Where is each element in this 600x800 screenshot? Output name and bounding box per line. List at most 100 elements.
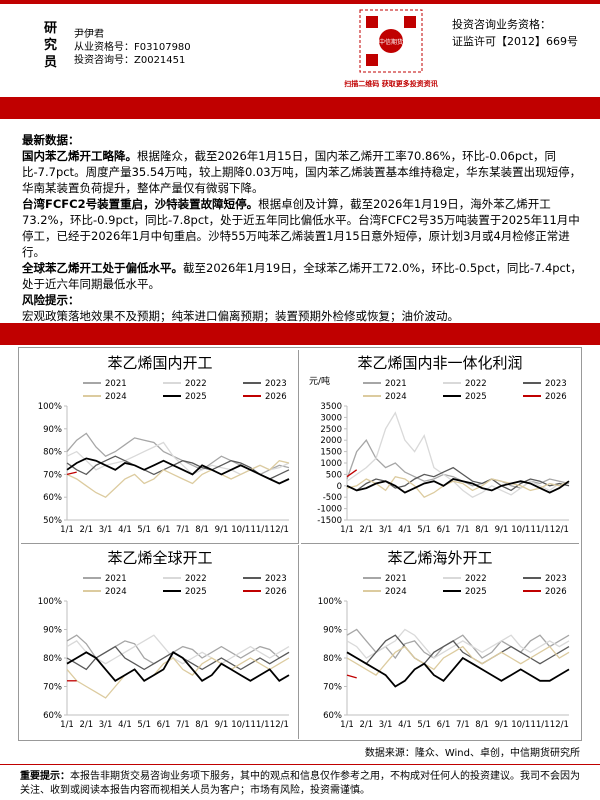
y-tick-label: 90% bbox=[43, 425, 62, 435]
role: 研究员 bbox=[44, 21, 58, 70]
x-tick-label: 5/1 bbox=[137, 720, 151, 730]
x-tick-label: 12/1 bbox=[270, 525, 289, 535]
x-tick-label: 4/1 bbox=[118, 525, 132, 535]
y-tick-label: 80% bbox=[323, 654, 342, 664]
legend-label: 2023 bbox=[265, 379, 287, 389]
paragraph: 台湾FCFC2号装置重启，沙特装置故障短停。根据卓创及计算，截至2026年1月1… bbox=[22, 196, 582, 260]
x-tick-label: 1/1 bbox=[340, 525, 354, 535]
x-tick-label: 7/1 bbox=[456, 720, 470, 730]
x-tick-label: 6/1 bbox=[437, 525, 451, 535]
paragraph: 全球苯乙烯开工处于偏低水平。截至2026年1月19日，全球苯乙烯开工72.0%，… bbox=[22, 260, 582, 292]
x-tick-label: 12/1 bbox=[550, 525, 569, 535]
x-tick-label: 2/1 bbox=[79, 525, 93, 535]
y-tick-label: 100% bbox=[38, 402, 62, 412]
qr-corner bbox=[404, 16, 416, 28]
series-line bbox=[346, 475, 570, 499]
series-line bbox=[346, 469, 358, 478]
y-tick-label: -1000 bbox=[317, 505, 342, 515]
legend-label: 2025 bbox=[185, 392, 207, 402]
y-tick-label: 0 bbox=[337, 482, 342, 492]
y-tick-label: -1500 bbox=[317, 516, 342, 526]
legend-label: 2026 bbox=[265, 587, 287, 597]
top-bar bbox=[0, 0, 600, 4]
y-tick-label: 90% bbox=[43, 626, 62, 636]
qr-brand: 中信期货 bbox=[379, 38, 403, 46]
x-tick-label: 2/1 bbox=[359, 720, 373, 730]
y-tick-label: 3000 bbox=[320, 413, 342, 423]
x-tick-label: 5/1 bbox=[417, 525, 431, 535]
y-tick-label: 50% bbox=[43, 516, 62, 526]
y-tick-label: 500 bbox=[326, 470, 342, 480]
legend-label: 2024 bbox=[105, 587, 127, 597]
y-tick-label: 80% bbox=[43, 654, 62, 664]
y-tick-label: 100% bbox=[38, 597, 62, 607]
y-axis-label: 元/吨 bbox=[309, 375, 330, 387]
legend-label: 2025 bbox=[185, 587, 207, 597]
x-tick-label: 9/1 bbox=[215, 525, 229, 535]
legend-label: 2021 bbox=[105, 379, 127, 389]
notice-lead: 重要提示： bbox=[20, 771, 70, 782]
paragraph: 国内苯乙烯开工略降。根据隆众，截至2026年1月15日，国内苯乙烯开工率70.8… bbox=[22, 148, 582, 196]
legend-label: 2024 bbox=[105, 392, 127, 402]
x-tick-label: 3/1 bbox=[99, 720, 113, 730]
red-band bbox=[0, 323, 600, 345]
x-tick-label: 5/1 bbox=[417, 720, 431, 730]
text: 根据卓创及计算，截至2026年1月19日，海外苯乙烯开工73.2%，环比-0.9… bbox=[22, 197, 580, 259]
qr-caption: 扫描二维码 获取更多投资资讯 bbox=[344, 79, 437, 88]
chart-title: 苯乙烯国内开工 bbox=[107, 354, 212, 372]
y-tick-label: 80% bbox=[43, 448, 62, 458]
source: 数据来源：隆众、Wind、卓创，中信期货研究所 bbox=[364, 748, 580, 759]
series-line bbox=[66, 457, 290, 485]
legend-label: 2021 bbox=[105, 574, 127, 584]
y-tick-label: 2000 bbox=[320, 436, 342, 446]
series-line bbox=[66, 471, 77, 476]
consult: 投资咨询号：Z0021451 bbox=[74, 55, 186, 66]
x-tick-label: 12/1 bbox=[270, 720, 289, 730]
risk-text: 宏观政策落地效果不及预期；纯苯进口偏离预期；装置预期外检修或恢复；油价波动。 bbox=[22, 309, 459, 323]
legend-label: 2023 bbox=[265, 574, 287, 584]
x-tick-label: 1/1 bbox=[340, 720, 354, 730]
x-tick-label: 11/1 bbox=[530, 720, 549, 730]
qr-corner bbox=[366, 54, 378, 66]
lead: 全球苯乙烯开工处于偏低水平。 bbox=[22, 261, 183, 275]
legend-label: 2022 bbox=[185, 574, 207, 584]
series-line bbox=[346, 634, 570, 665]
section-title: 最新数据： bbox=[22, 133, 80, 147]
lead: 台湾FCFC2号装置重启，沙特装置故障短停。 bbox=[22, 197, 259, 211]
y-tick-label: 3500 bbox=[320, 402, 342, 412]
x-tick-label: 3/1 bbox=[379, 720, 393, 730]
x-tick-label: 1/1 bbox=[60, 720, 74, 730]
x-tick-label: 11/1 bbox=[250, 720, 269, 730]
x-tick-label: 8/1 bbox=[475, 525, 489, 535]
x-tick-label: 1/1 bbox=[60, 525, 74, 535]
qr-corner bbox=[366, 16, 378, 28]
y-tick-label: 90% bbox=[323, 626, 342, 636]
legend-label: 2022 bbox=[465, 379, 487, 389]
series-line bbox=[66, 651, 290, 682]
qr-code: 中信期货 扫描二维码 获取更多投资资讯 bbox=[344, 9, 438, 88]
x-tick-label: 9/1 bbox=[495, 525, 509, 535]
x-tick-label: 5/1 bbox=[137, 525, 151, 535]
x-tick-label: 10/1 bbox=[231, 525, 250, 535]
chart: 苯乙烯海外开工 2021 2022 2023 2024 2025 2026 60% 70% 80%… bbox=[318, 549, 570, 730]
legend-label: 2026 bbox=[545, 392, 567, 402]
text: 截至2026年1月19日，全球苯乙烯开工72.0%，环比-0.5pct，同比-7… bbox=[22, 261, 582, 291]
qr-logo bbox=[379, 29, 403, 53]
chart-title: 苯乙烯海外开工 bbox=[387, 549, 492, 567]
qual-title: 投资咨询业务资格： bbox=[452, 18, 551, 31]
series-line bbox=[346, 478, 570, 494]
analyst: 尹伊君 从业资格号：F03107980 投资咨询号：Z0021451 bbox=[74, 28, 191, 67]
text: 根据隆众，截至2026年1月15日，国内苯乙烯开工率70.86%，环比-0.06… bbox=[22, 149, 582, 195]
x-tick-label: 10/1 bbox=[231, 720, 250, 730]
x-tick-label: 7/1 bbox=[176, 525, 190, 535]
series-line bbox=[66, 634, 290, 665]
legend-label: 2026 bbox=[545, 587, 567, 597]
y-tick-label: 70% bbox=[323, 683, 342, 693]
y-tick-label: 2500 bbox=[320, 425, 342, 435]
legend-label: 2026 bbox=[265, 392, 287, 402]
chart-grid: 苯乙烯国内开工 2021 2022 2023 2024 2025 2026 50% 60% 70%… bbox=[18, 347, 582, 741]
y-tick-label: -500 bbox=[323, 493, 342, 503]
legend-label: 2024 bbox=[385, 587, 407, 597]
y-tick-label: 1500 bbox=[320, 448, 342, 458]
